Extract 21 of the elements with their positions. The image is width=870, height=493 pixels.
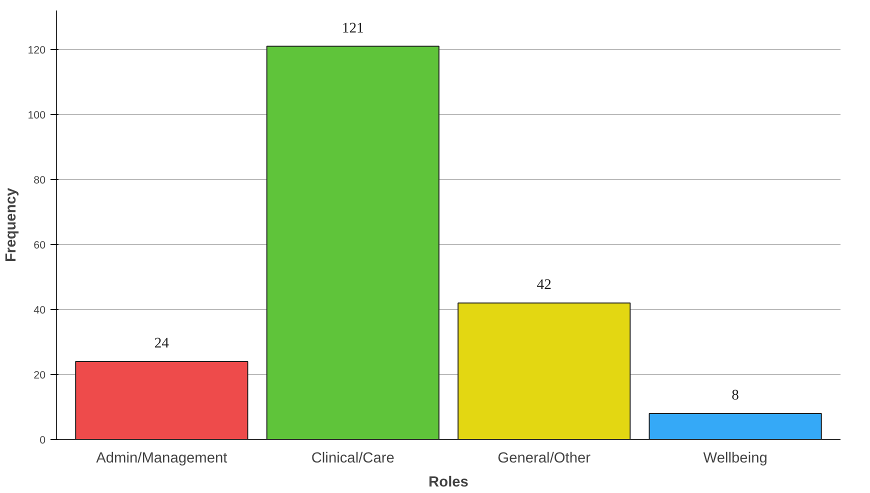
- y-tick-label: 120: [28, 44, 46, 56]
- data-label: 42: [536, 277, 552, 293]
- bar: [648, 413, 822, 440]
- data-label: 24: [154, 336, 170, 352]
- bar: [266, 46, 440, 440]
- x-tick-label: General/Other: [498, 450, 591, 466]
- y-tick-label: 80: [34, 174, 46, 186]
- bar: [75, 361, 248, 440]
- x-tick-label: Admin/Management: [96, 450, 228, 466]
- x-tick-label: Clinical/Care: [311, 450, 394, 466]
- data-label: 121: [342, 20, 364, 36]
- y-tick-label: 20: [34, 370, 46, 382]
- y-tick-label: 40: [34, 304, 46, 316]
- y-tick-label: 100: [28, 110, 46, 122]
- y-tick-label: 60: [34, 240, 46, 252]
- bar: [458, 302, 631, 440]
- data-label: 8: [732, 388, 739, 404]
- y-axis-title: Frequency: [4, 187, 20, 262]
- x-axis-title: Roles: [428, 474, 468, 490]
- y-tick-label: 0: [40, 434, 46, 446]
- x-tick-label: Wellbeing: [703, 450, 768, 466]
